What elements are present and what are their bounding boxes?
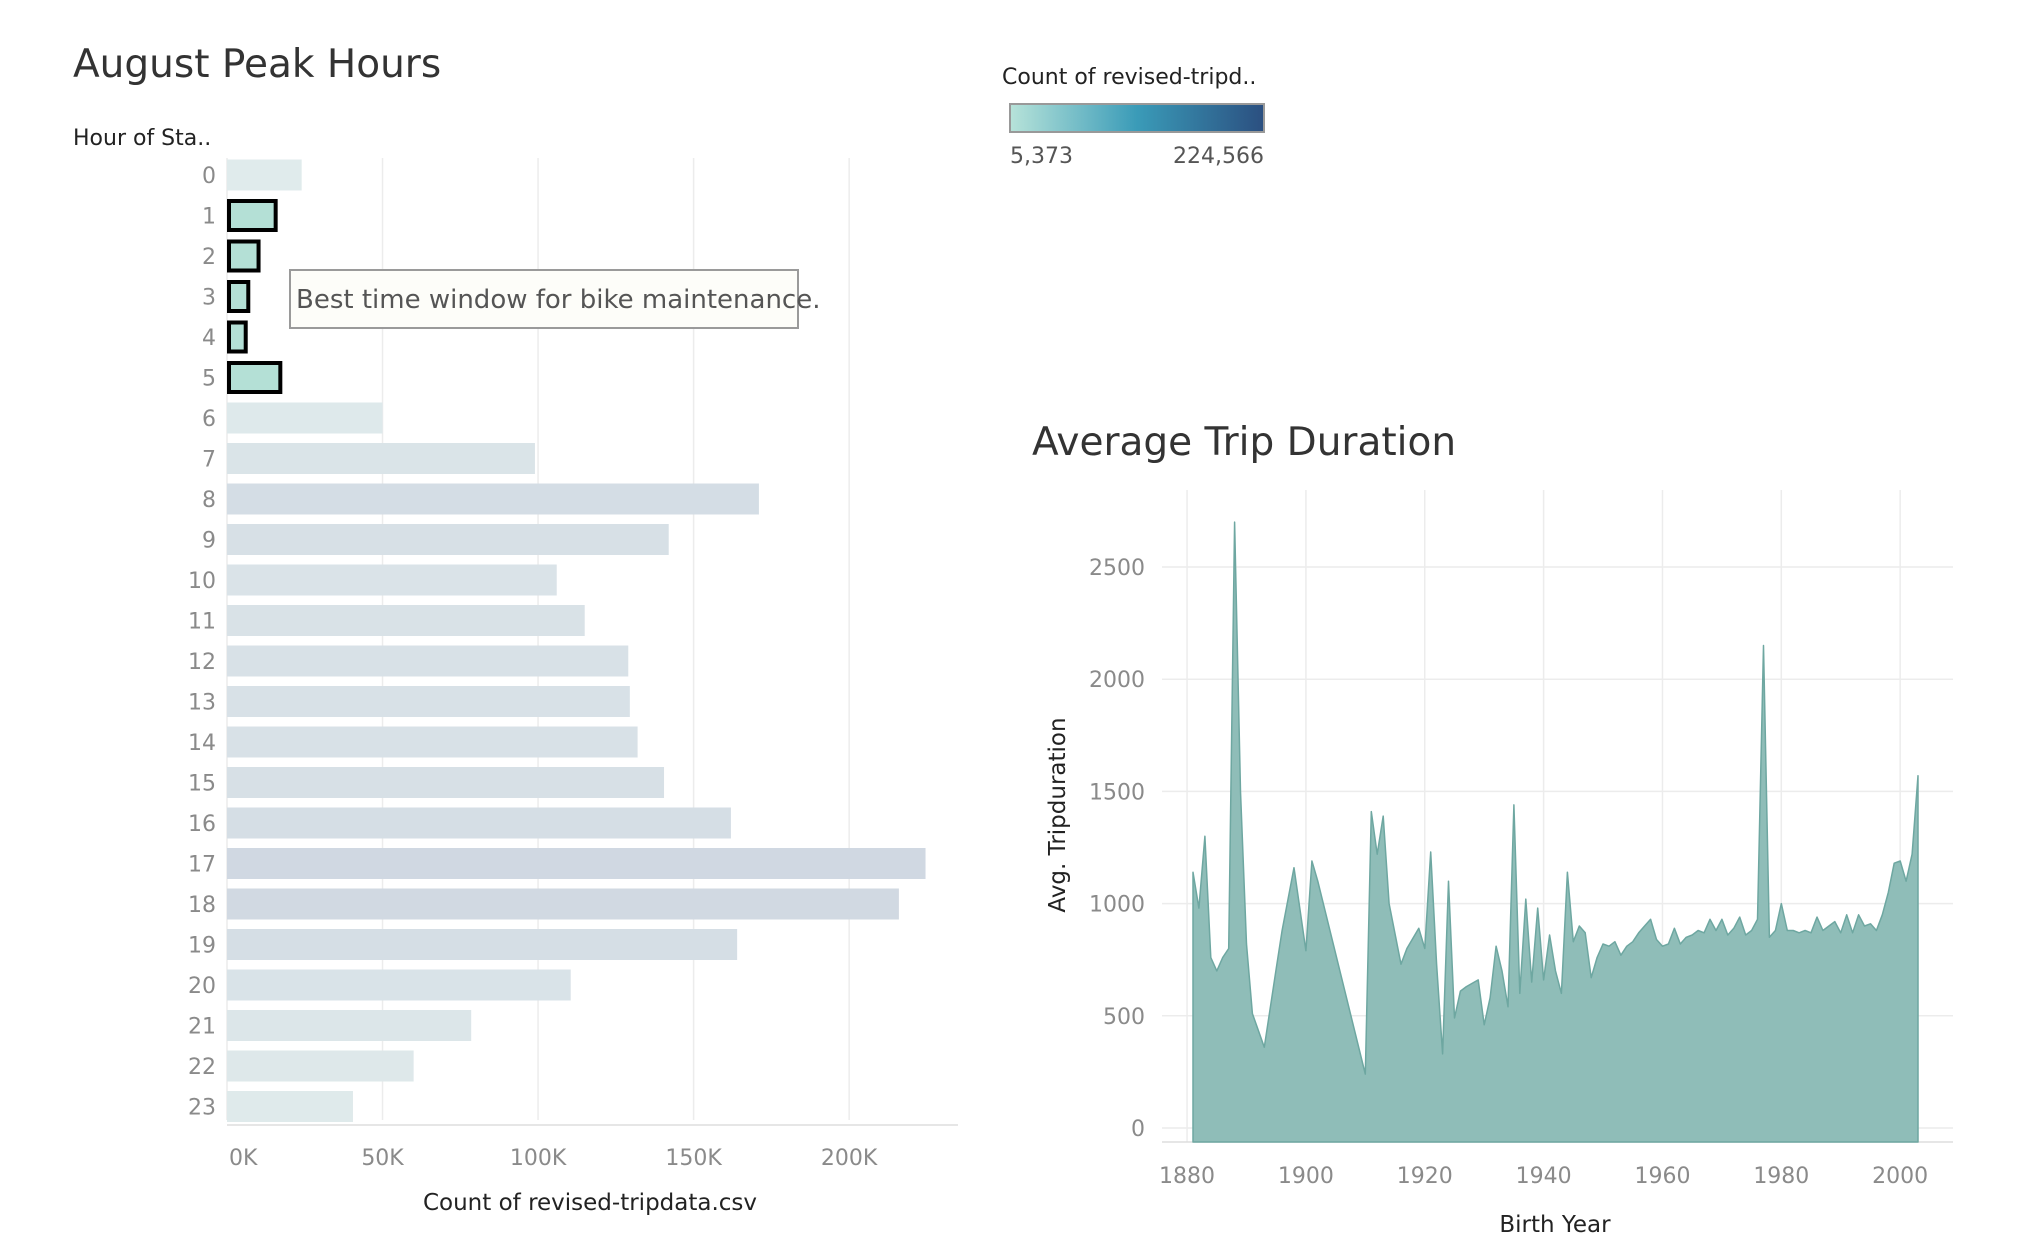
hour-label: 19 [188, 934, 216, 959]
count-tick-label: 200K [821, 1146, 878, 1171]
hour-bar [227, 361, 283, 394]
year-tick-label: 1900 [1278, 1164, 1334, 1189]
hour-label: 20 [188, 974, 216, 999]
duration-tick-label: 2500 [1089, 556, 1145, 581]
hour-label: 23 [188, 1096, 216, 1121]
hour-bar [227, 1010, 472, 1041]
hour-bar [227, 1050, 414, 1082]
hour-bar [227, 280, 251, 313]
duration-axis-ticks: 0 500 1000 1500 2000 2500 [1089, 556, 1145, 1142]
trip-duration-title: Average Trip Duration [1032, 420, 1456, 465]
hour-bar [227, 686, 630, 717]
hour-label: 13 [188, 691, 216, 716]
hour-axis-header: Hour of Sta.. [73, 126, 211, 151]
hour-label: 16 [188, 812, 216, 837]
annotation-text: Best time window for bike maintenance. [296, 285, 820, 315]
year-tick-label: 1980 [1753, 1164, 1809, 1189]
hour-bar [227, 483, 759, 515]
hour-label: 22 [188, 1055, 216, 1080]
count-tick-label: 150K [665, 1146, 722, 1171]
hour-label: 5 [202, 367, 216, 392]
hour-label: 10 [188, 569, 216, 594]
hour-bar [227, 726, 638, 758]
hour-label: 14 [188, 731, 216, 756]
hour-bar [227, 929, 738, 960]
hour-bar [227, 443, 535, 474]
hour-bar [227, 848, 926, 879]
hour-label: 2 [202, 245, 216, 270]
count-tick-label: 0K [229, 1146, 258, 1171]
duration-tick-label: 1500 [1089, 780, 1145, 805]
count-axis-label: Count of revised-tripdata.csv [423, 1190, 757, 1216]
legend-max: 224,566 [1173, 144, 1264, 169]
hour-bar [227, 320, 248, 354]
color-legend: Count of revised-tripd.. 5,373 224,566 [1002, 65, 1265, 169]
hour-bar [227, 605, 585, 636]
annotation-box [289, 269, 799, 329]
count-tick-label: 100K [510, 1146, 567, 1171]
birth-year-axis-label: Birth Year [1499, 1212, 1611, 1238]
year-tick-label: 1960 [1634, 1164, 1690, 1189]
hour-label: 9 [202, 529, 216, 554]
legend-title: Count of revised-tripd.. [1002, 65, 1256, 90]
legend-min: 5,373 [1010, 144, 1073, 169]
hour-bar [227, 524, 669, 555]
trip-duration-chart: Average Trip Duration 0 500 1000 1500 2000 25… [1032, 420, 1953, 1238]
hour-bar [227, 159, 302, 191]
hour-bar [227, 564, 557, 596]
year-tick-label: 2000 [1872, 1164, 1928, 1189]
hour-bar [227, 402, 383, 434]
peak-hours-title: August Peak Hours [73, 42, 441, 87]
maintenance-annotation: Best time window for bike maintenance. [289, 269, 820, 329]
hour-bar [227, 888, 899, 920]
hour-bar [227, 199, 278, 232]
count-tick-label: 50K [361, 1146, 404, 1171]
hour-bar [227, 767, 665, 798]
hour-label: 1 [202, 205, 216, 230]
hour-label: 4 [202, 326, 216, 351]
duration-axis-label: Avg. Tripduration [1045, 717, 1071, 912]
hour-label: 17 [188, 853, 216, 878]
hour-label: 7 [202, 448, 216, 473]
hour-label: 15 [188, 772, 216, 797]
duration-tick-label: 0 [1131, 1117, 1145, 1142]
hour-label: 11 [188, 610, 216, 635]
duration-tick-label: 2000 [1089, 668, 1145, 693]
count-axis-ticks: 0K 50K 100K 150K 200K [229, 1146, 878, 1171]
year-tick-label: 1880 [1159, 1164, 1215, 1189]
bar-series [227, 159, 926, 1122]
year-tick-label: 1940 [1516, 1164, 1572, 1189]
hour-bar [227, 969, 571, 1001]
hour-bar [227, 645, 629, 677]
hour-label: 12 [188, 650, 216, 675]
birth-year-axis-ticks: 1880 1900 1920 1940 1960 1980 2000 [1159, 1164, 1928, 1189]
hour-label: 21 [188, 1015, 216, 1040]
hour-bar [227, 807, 731, 839]
hour-bar [227, 1091, 353, 1122]
hour-label: 3 [202, 286, 216, 311]
hour-label: 8 [202, 488, 216, 513]
duration-tick-label: 1000 [1089, 893, 1145, 918]
trip-duration-area [1192, 521, 1919, 1143]
peak-hours-chart: August Peak Hours Hour of Sta.. 01234567… [73, 42, 958, 1216]
hour-label: 18 [188, 893, 216, 918]
year-tick-label: 1920 [1397, 1164, 1453, 1189]
hour-bar [227, 239, 261, 273]
duration-tick-label: 500 [1103, 1005, 1145, 1030]
legend-gradient [1009, 103, 1265, 133]
hour-label: 0 [202, 164, 216, 189]
hour-label: 6 [202, 407, 216, 432]
